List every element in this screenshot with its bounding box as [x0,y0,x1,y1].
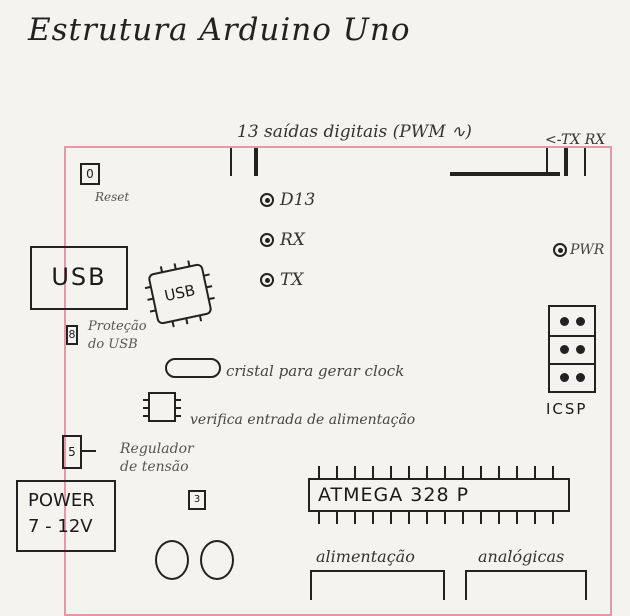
power-header [310,570,445,600]
usb-port: USB [30,246,128,310]
led-tx: TX [260,270,303,290]
usb-protection-fuse: 8 [66,325,78,345]
pwr-led-label: PWR [570,242,605,258]
voltage-regulator: 5 [62,435,82,469]
led-icon [260,273,274,287]
reset-label: Reset [95,190,130,204]
icsp-header [548,305,596,393]
led-icon [260,233,274,247]
led-d13: D13 [260,190,315,210]
crystal-label: cristal para gerar clock [226,362,405,380]
atmega-pins-top [318,466,563,478]
capacitor [200,540,234,580]
voltage-regulator-small: 3 [188,490,206,510]
atmega-chip: ATMEGA 328 P [308,478,570,512]
regulator-label: Regulador de tensão [120,441,194,475]
capacitor [155,540,189,580]
digital-pin-header [230,148,586,176]
reset-button: 0 [80,163,100,185]
pwr-led: PWR [553,242,604,258]
power-checker-label: verifica entrada de alimentação [190,412,416,428]
led-icon [260,193,274,207]
power-jack: POWER 7 - 12V [16,480,116,552]
led-label: TX [280,270,304,290]
power-header-label: alimentação [316,547,415,566]
led-label: D13 [280,190,316,210]
board-outline [64,146,612,616]
power-jack-range: 7 - 12V [28,516,93,537]
power-checker-chip [143,392,181,422]
led-label: RX [280,230,305,250]
led-icon [553,243,567,257]
led-rx: RX [260,230,305,250]
crystal-oscillator [165,358,221,378]
analog-header-label: analógicas [478,547,565,566]
diagram-title: Estrutura Arduino Uno [28,12,411,48]
usb-chip-label: USB [162,281,197,306]
atmega-pins-bottom [318,512,563,524]
usb-protection-label: Proteção do USB [88,319,147,352]
analog-header [465,570,587,600]
icsp-label: ICSP [546,400,588,418]
tx-rx-label: <-TX RX [545,132,606,148]
arrow-left-icon [82,450,96,452]
digital-pins-label: 13 saídas digitais (PWM ∿) [237,122,472,142]
power-jack-label: POWER [28,490,95,511]
